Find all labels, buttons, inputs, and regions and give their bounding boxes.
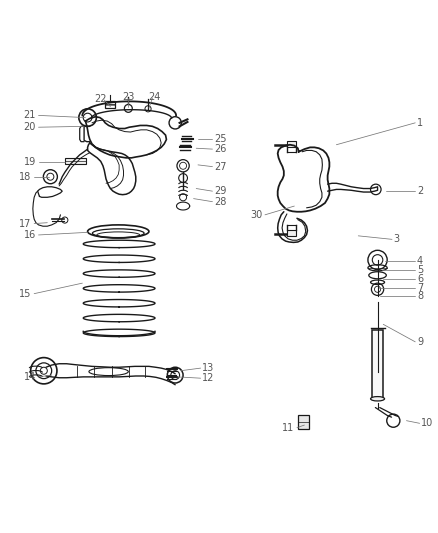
Text: 4: 4 (417, 256, 423, 266)
Text: 27: 27 (215, 161, 227, 172)
Text: 6: 6 (417, 274, 423, 284)
Text: 20: 20 (24, 122, 36, 132)
Bar (298, 415, 309, 430)
Text: 9: 9 (417, 337, 423, 347)
Text: 1: 1 (417, 118, 423, 128)
Text: 28: 28 (215, 197, 227, 207)
Ellipse shape (371, 397, 385, 401)
Text: 19: 19 (24, 157, 36, 167)
Text: 29: 29 (215, 186, 227, 196)
Text: 11: 11 (282, 423, 294, 433)
Bar (105, 101, 115, 108)
Text: 7: 7 (417, 282, 423, 293)
Text: 18: 18 (19, 172, 32, 182)
Bar (287, 141, 296, 147)
Bar (65, 158, 86, 165)
Text: 17: 17 (19, 219, 32, 229)
Text: 5: 5 (417, 265, 423, 275)
Text: 14: 14 (24, 372, 36, 382)
Text: 16: 16 (24, 230, 36, 240)
Text: 15: 15 (19, 289, 32, 298)
Text: 12: 12 (202, 373, 215, 383)
Text: 24: 24 (148, 92, 160, 102)
Text: 22: 22 (95, 94, 107, 104)
Text: 21: 21 (24, 110, 36, 120)
Bar (287, 230, 296, 236)
Text: 13: 13 (202, 363, 215, 373)
Text: 26: 26 (215, 144, 227, 154)
Text: 10: 10 (421, 418, 434, 429)
Text: 8: 8 (417, 291, 423, 301)
Text: 30: 30 (251, 210, 263, 220)
Text: 25: 25 (215, 134, 227, 144)
Bar (372, 330, 383, 399)
Text: 2: 2 (417, 186, 423, 196)
Text: 23: 23 (122, 92, 134, 102)
Text: 3: 3 (393, 235, 399, 244)
